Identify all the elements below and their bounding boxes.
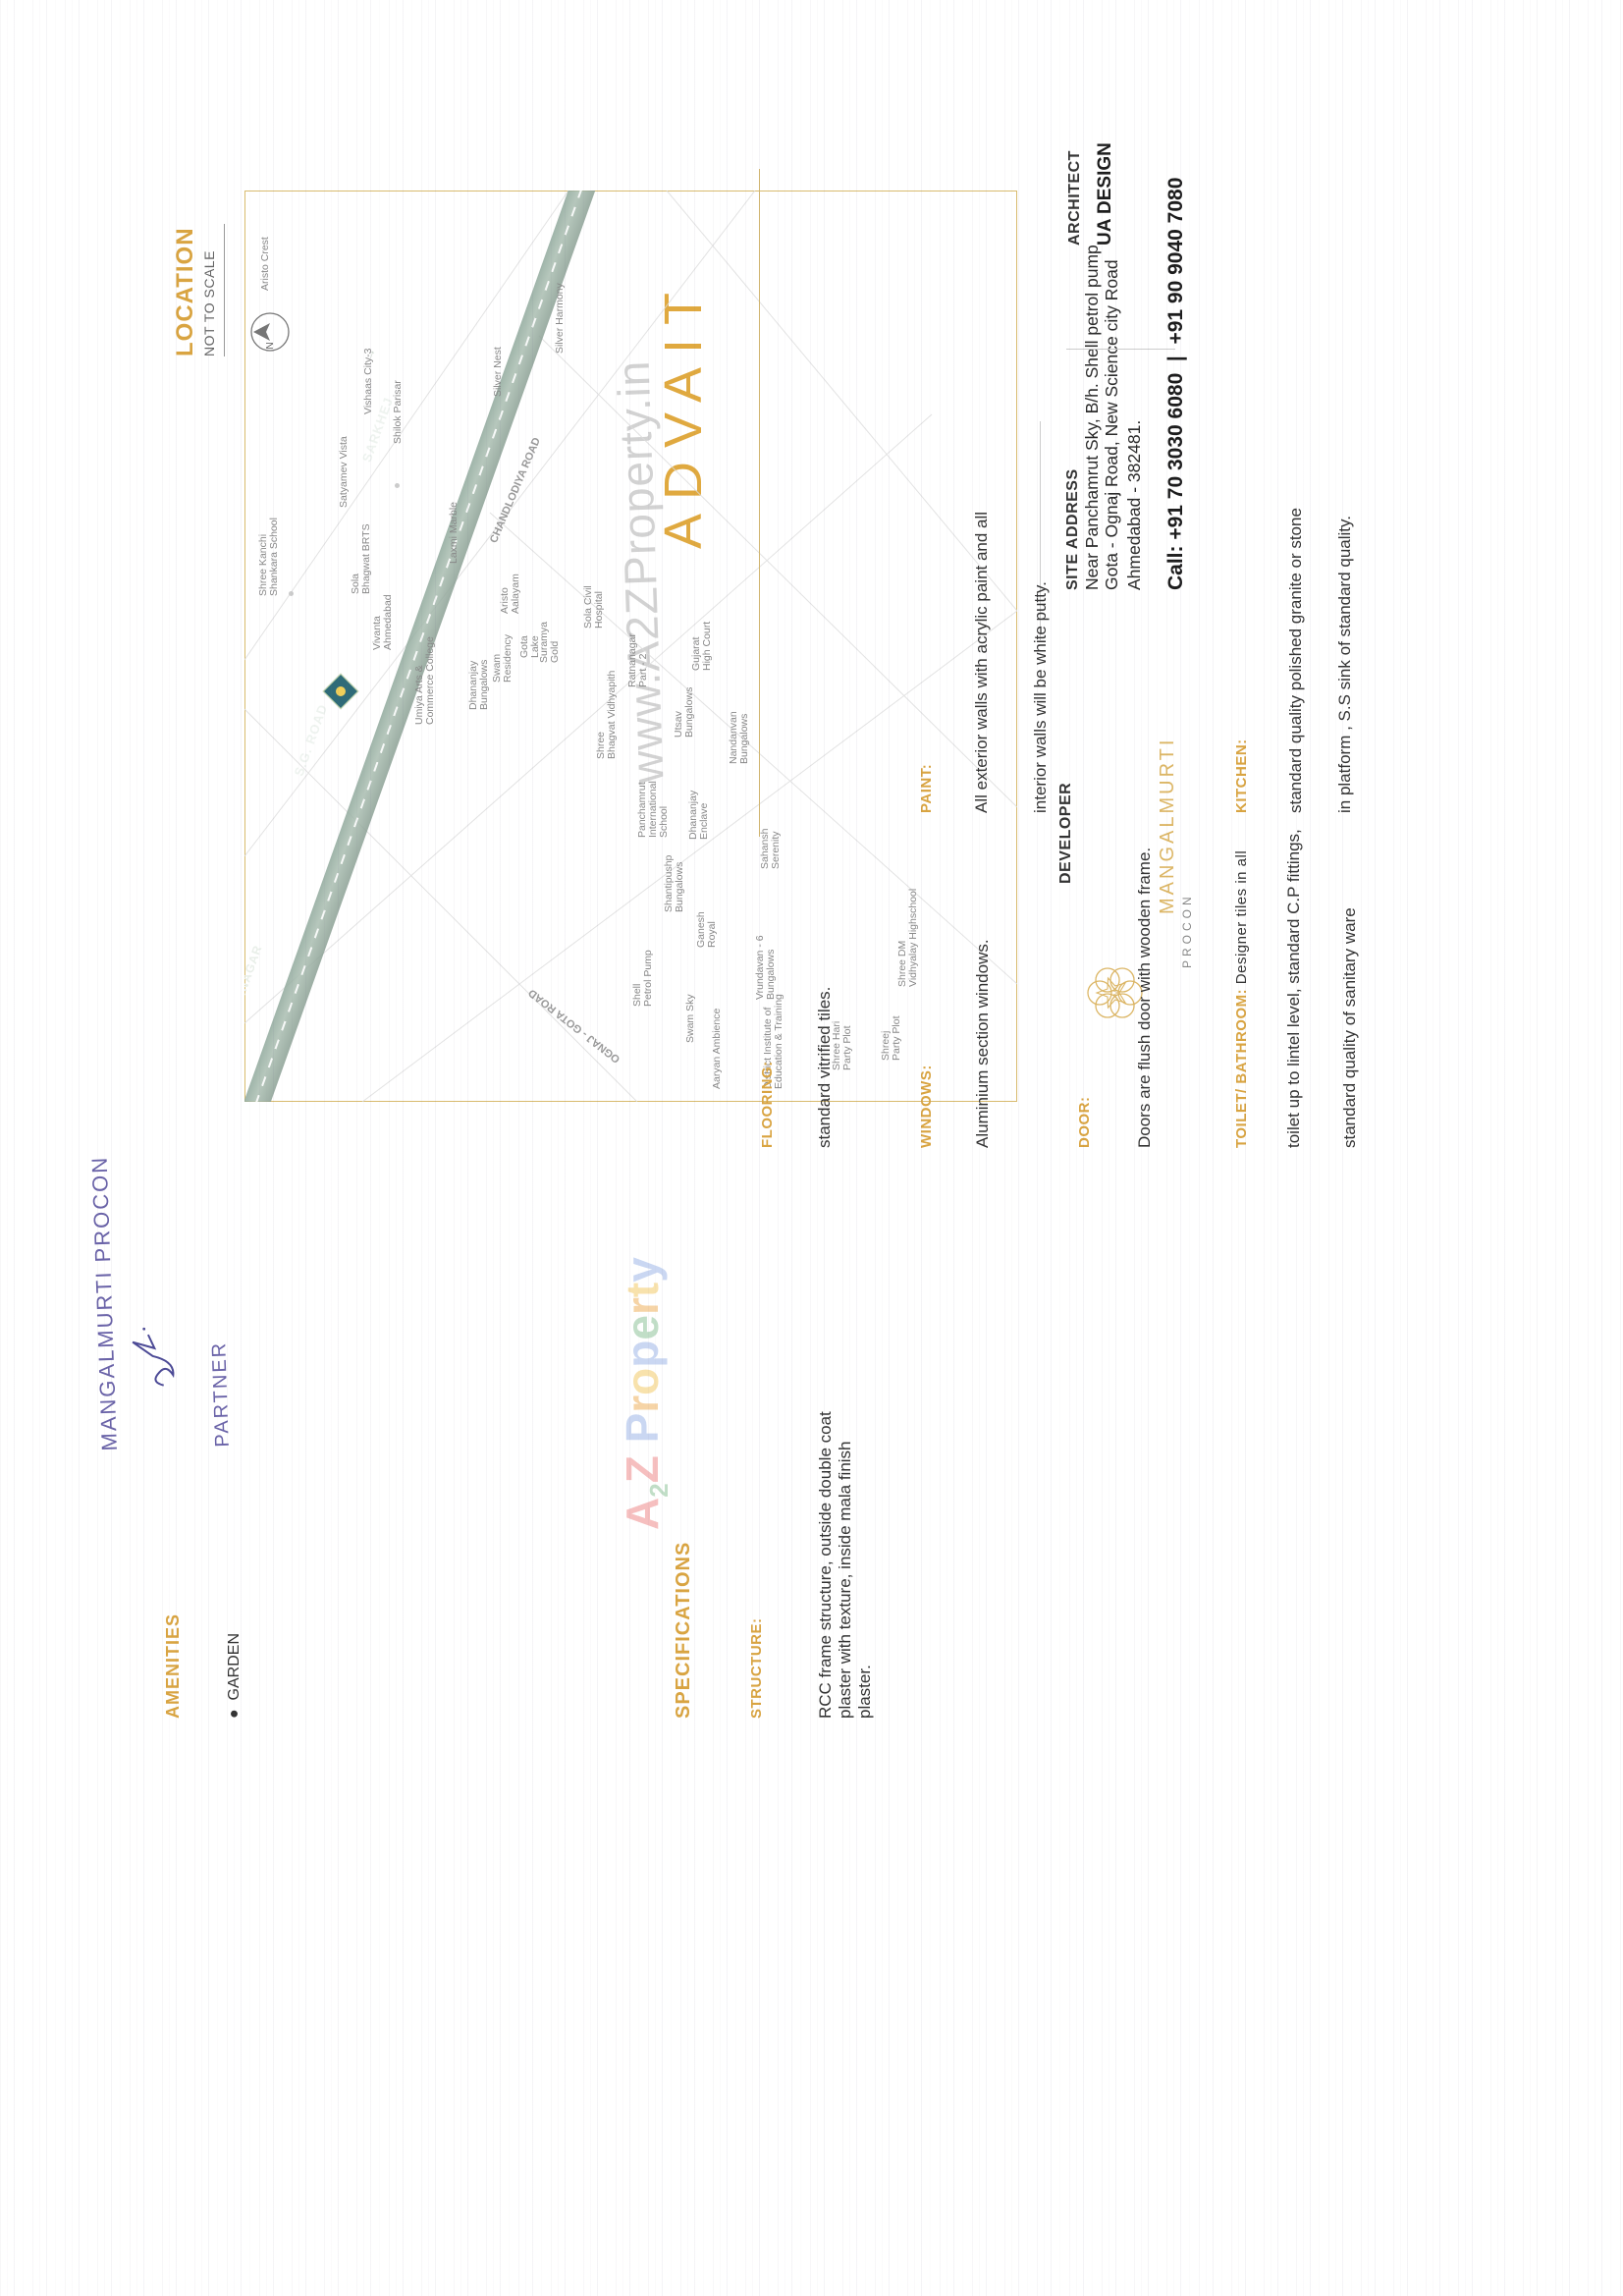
svg-text:M: M (1111, 990, 1120, 996)
